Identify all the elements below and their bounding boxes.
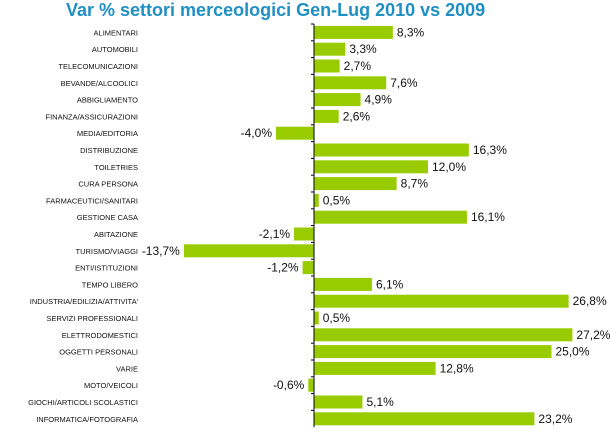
value-label: 26,8%: [573, 294, 607, 308]
category-label: ELETTRODOMESTICI: [62, 331, 138, 340]
category-label: VARIE: [116, 364, 138, 373]
category-label: INFORMATICA/FOTOGRAFIA: [36, 415, 138, 424]
bar: [314, 59, 340, 73]
value-label: 0,5%: [323, 193, 351, 207]
value-label: 0,5%: [323, 311, 351, 325]
bar: [308, 378, 314, 392]
bar: [314, 25, 393, 39]
bar: [183, 244, 314, 258]
category-label: BEVANDE/ALCOOLICI: [61, 79, 138, 88]
value-label: -2,1%: [259, 227, 291, 241]
bar: [314, 294, 569, 308]
value-label: -0,6%: [273, 378, 305, 392]
chart-title: Var % settori merceologici Gen-Lug 2010 …: [66, 0, 486, 20]
value-label: -1,2%: [267, 261, 299, 275]
value-label: 2,7%: [344, 59, 372, 73]
bar: [302, 261, 314, 275]
bar: [314, 361, 436, 375]
bar: [314, 311, 319, 325]
value-label: 27,2%: [576, 328, 610, 342]
bar: [314, 42, 346, 56]
value-label: -4,0%: [241, 126, 273, 140]
bar: [314, 93, 361, 107]
bar: [314, 76, 387, 90]
bar: [314, 345, 552, 359]
value-label: 2,6%: [343, 109, 371, 123]
category-label: MOTO/VEICOLI: [84, 381, 138, 390]
bar: [314, 328, 573, 342]
category-label: INDUSTRIA/EDILIZIA/ATTIVITA': [30, 297, 139, 306]
category-label: GESTIONE CASA: [77, 213, 138, 222]
category-label: FINANZA/ASSICURAZIONI: [45, 112, 138, 121]
category-label: TURISMO/VIAGGI: [75, 247, 138, 256]
category-label: TOILETRIES: [94, 163, 138, 172]
value-label: 8,3%: [397, 25, 425, 39]
category-label: FARMACEUTICI/SANITARI: [46, 196, 138, 205]
category-label: ALIMENTARI: [94, 28, 138, 37]
category-label: SERVIZI PROFESSIONALI: [46, 314, 138, 323]
bar: [276, 126, 314, 140]
bar: [314, 177, 397, 191]
bar: [314, 395, 363, 409]
value-label: 5,1%: [366, 395, 394, 409]
bar: [294, 227, 314, 241]
category-label: MEDIA/EDITORIA: [77, 129, 138, 138]
bar: [314, 143, 469, 157]
category-label: ENTI/ISTITUZIONI: [75, 264, 138, 273]
bar: [314, 210, 467, 224]
value-label: 4,9%: [365, 93, 393, 107]
value-label: -13,7%: [142, 244, 180, 258]
value-label: 3,3%: [349, 42, 377, 56]
category-label: DISTRIBUZIONE: [80, 146, 138, 155]
value-label: 23,2%: [538, 412, 572, 426]
value-label: 7,6%: [390, 76, 418, 90]
value-label: 8,7%: [401, 177, 429, 191]
category-label: GIOCHI/ARTICOLI SCOLASTICI: [28, 398, 138, 407]
category-label: TELECOMUNICAZIONI: [58, 62, 138, 71]
bar: [314, 277, 372, 291]
bar: [314, 193, 319, 207]
category-label: ABITAZIONE: [94, 230, 138, 239]
value-label: 6,1%: [376, 277, 404, 291]
category-label: ABBIGLIAMENTO: [77, 96, 138, 105]
value-label: 16,1%: [471, 210, 505, 224]
category-label: TEMPO LIBERO: [82, 280, 138, 289]
category-label: OGGETTI PERSONALI: [59, 348, 138, 357]
value-label: 16,3%: [473, 143, 507, 157]
category-label: CURA PERSONA: [78, 180, 138, 189]
bar: [314, 160, 428, 174]
bar: [314, 412, 535, 426]
bar: [314, 109, 339, 123]
value-label: 12,0%: [432, 160, 466, 174]
value-label: 25,0%: [556, 345, 590, 359]
value-label: 12,8%: [440, 361, 474, 375]
category-label: AUTOMOBILI: [92, 45, 138, 54]
